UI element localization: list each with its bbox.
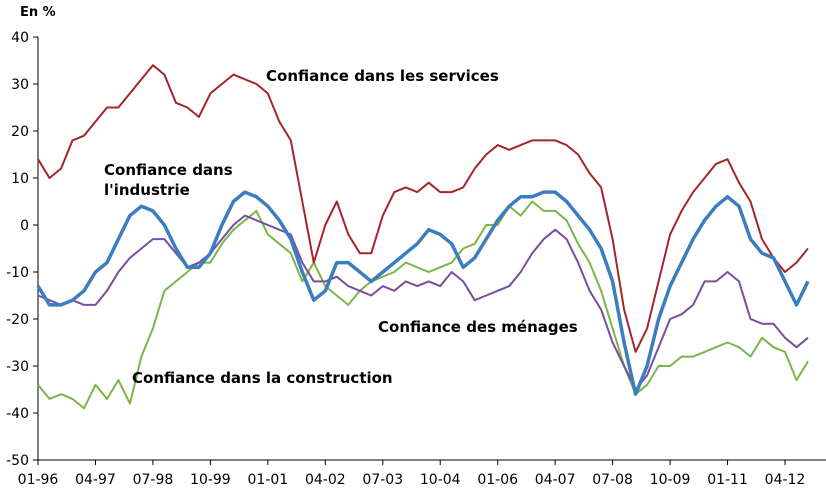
- y-tick-label: -10: [6, 265, 29, 281]
- y-tick-label: -30: [6, 359, 29, 375]
- x-tick-label: 10-09: [650, 472, 691, 488]
- series-label: Confiance des ménages: [378, 318, 578, 336]
- x-tick-label: 04-07: [535, 472, 576, 488]
- x-tick-label: 01-06: [477, 472, 518, 488]
- x-tick-label: 10-04: [420, 472, 461, 488]
- y-tick-label: -20: [6, 312, 29, 328]
- series-line: [37, 214, 809, 391]
- x-tick-label: 07-08: [592, 472, 633, 488]
- series-label: Confiance dans la construction: [132, 369, 393, 387]
- y-tick-label: -50: [6, 453, 29, 469]
- series-label: Confiance dans l'industrie: [104, 161, 233, 199]
- x-tick-label: 01-01: [248, 472, 289, 488]
- x-tick-label: 07-03: [362, 472, 403, 488]
- y-axis-label: En %: [20, 5, 56, 20]
- x-tick-label: 01-11: [707, 472, 748, 488]
- series-line: [36, 190, 810, 396]
- x-tick-label: 04-12: [765, 472, 806, 488]
- x-tick-label: 04-97: [75, 472, 116, 488]
- y-tick-label: 30: [11, 77, 29, 93]
- series-line: [37, 200, 809, 410]
- y-tick-label: 10: [11, 171, 29, 187]
- series-line: [37, 64, 809, 353]
- y-tick-label: 0: [20, 218, 29, 234]
- x-tick-label: 07-98: [133, 472, 174, 488]
- x-tick-label: 04-02: [305, 472, 346, 488]
- x-tick-label: 10-99: [190, 472, 231, 488]
- series-label: Confiance dans les services: [266, 67, 499, 85]
- y-tick-label: -40: [6, 406, 29, 422]
- x-tick-label: 01-96: [18, 472, 59, 488]
- y-tick-label: 20: [11, 124, 29, 140]
- y-tick-label: 40: [11, 30, 29, 46]
